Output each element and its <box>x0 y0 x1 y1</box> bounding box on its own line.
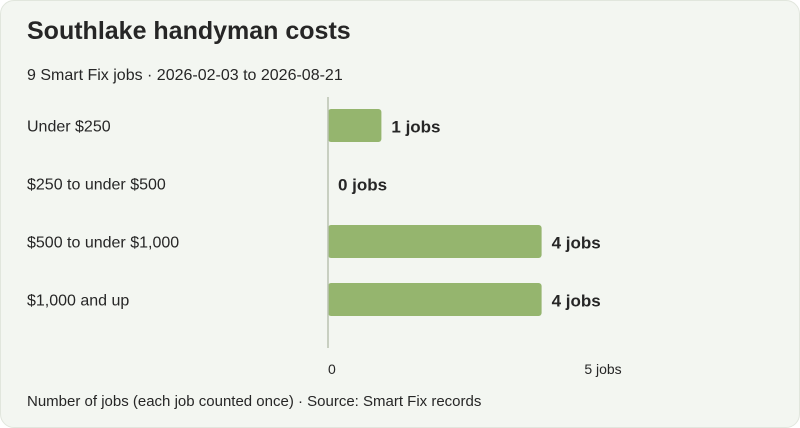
bar <box>328 225 542 258</box>
bar <box>328 283 542 316</box>
value-label: 0 jobs <box>338 176 387 195</box>
x-tick-label: 5 jobs <box>584 361 621 377</box>
category-label: $1,000 and up <box>27 293 129 310</box>
chart-title: Southlake handyman costs <box>27 17 351 45</box>
chart-footer: Number of jobs (each job counted once) ·… <box>27 393 482 410</box>
bar <box>328 109 382 142</box>
value-label: 4 jobs <box>552 234 601 253</box>
value-label: 4 jobs <box>552 292 601 311</box>
category-label: $500 to under $1,000 <box>27 235 179 252</box>
value-label: 1 jobs <box>391 118 440 137</box>
bar-chart: Under $250 1 jobs $250 to under $500 0 jobs… <box>27 97 622 377</box>
category-label: Under $250 <box>27 119 111 136</box>
chart-subtitle: 9 Smart Fix jobs · 2026-02-03 to 2026-08… <box>27 67 343 84</box>
category-label: $250 to under $500 <box>27 177 166 194</box>
x-tick-label: 0 <box>328 361 336 377</box>
